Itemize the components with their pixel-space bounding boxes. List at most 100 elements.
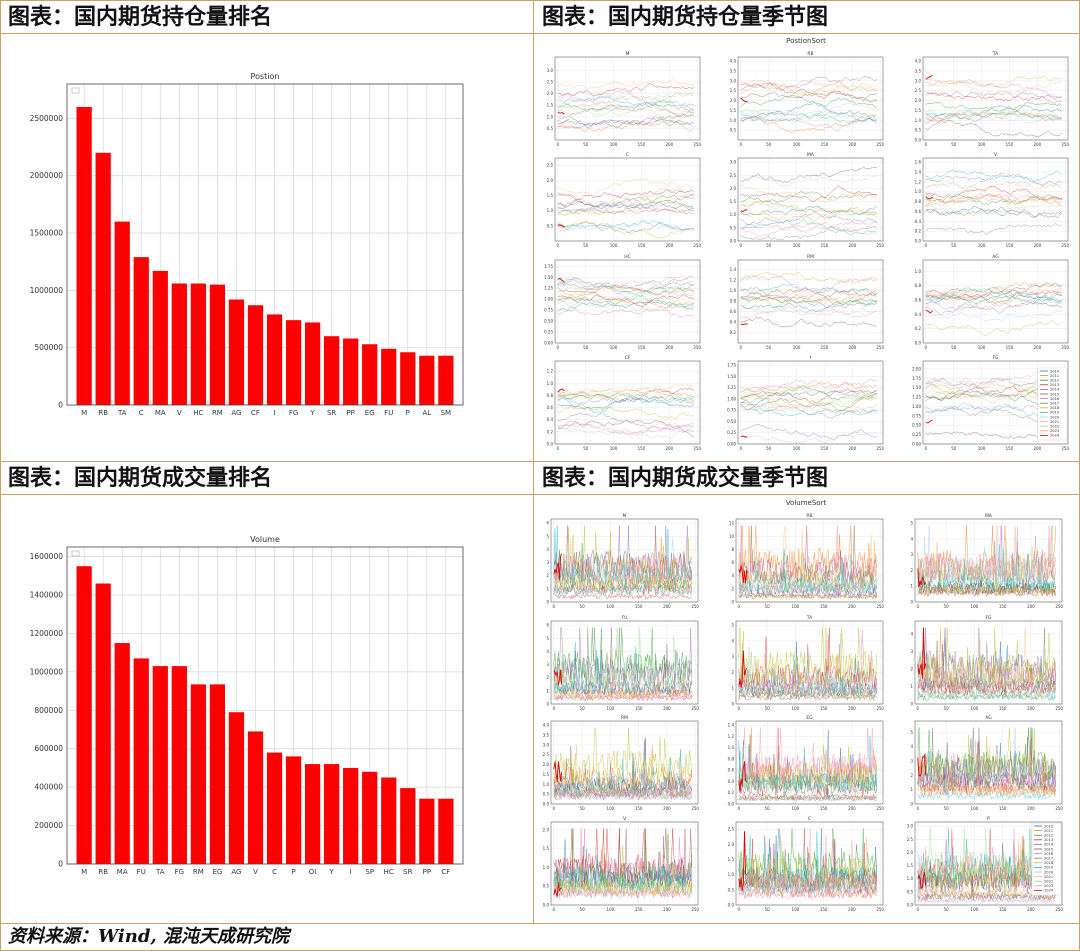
subplot-title: FG [992, 355, 999, 361]
series-line-2012 [917, 727, 1057, 783]
subplot-RM: RM 0.2 0.4 0.6 0.8 1.0 1.2 1.4 0 50 100 150 200 250 [730, 254, 885, 350]
y-tick-label: 1600000 [30, 552, 64, 561]
x-tick-label: 50 [765, 806, 771, 811]
y-tick-label: 1.00 [912, 404, 921, 409]
series-line-2018 [917, 727, 1056, 784]
x-tick-label: 0 [738, 604, 741, 609]
x-tick-label: 250 [1061, 142, 1069, 147]
series-line-2024 [740, 209, 748, 213]
x-tick-label: RB [98, 409, 108, 417]
y-tick-label: 2.0 [915, 98, 922, 103]
y-tick-label: 0.5 [730, 128, 737, 133]
series-line-2024 [738, 761, 748, 793]
x-tick-label: 0 [917, 907, 920, 912]
y-tick-label: 3.5 [730, 69, 737, 74]
series-line-2020 [553, 538, 693, 584]
x-tick-label: 100 [610, 446, 618, 451]
header-position-rank: 图表：国内期货持仓量排名 [8, 4, 273, 30]
y-tick-label: 2.5 [547, 80, 554, 85]
subplot-title: HC [624, 254, 631, 260]
series-line-2022 [553, 873, 692, 895]
bar-PP [419, 798, 435, 864]
bar-Y [324, 764, 340, 864]
bar-TA [152, 666, 168, 864]
y-tick-label: 1400000 [30, 591, 64, 600]
y-tick-label: 0.5 [728, 887, 735, 892]
series-line-2022 [738, 633, 878, 690]
y-tick-label: 1.2 [547, 369, 554, 374]
legend-label: 2020 [1050, 415, 1060, 419]
y-tick-label: 2.5 [728, 827, 735, 832]
y-tick-label: 1.0 [907, 876, 914, 881]
x-tick-label: C [139, 409, 144, 417]
series-line-2020 [557, 426, 695, 439]
series-line-2016 [740, 378, 877, 392]
y-tick-label: 3 [546, 560, 549, 565]
subplot-title: RB [806, 513, 812, 519]
x-tick-label: 250 [691, 806, 699, 811]
y-tick-label: 1.0 [915, 118, 922, 123]
x-tick-label: 100 [978, 243, 986, 248]
x-tick-label: HC [384, 868, 394, 876]
y-tick-label: 1.4 [915, 170, 922, 175]
bar-RB [95, 152, 111, 405]
y-tick-label: 0.5 [915, 128, 922, 133]
series-line-2013 [738, 779, 877, 801]
subplot-V: V 0.0 0.2 0.4 0.6 0.8 1.0 1.2 1.4 1.6 0 50 100 150 200… [915, 152, 1070, 248]
legend-label: 2014 [1050, 388, 1060, 392]
bar-AL [419, 355, 435, 405]
y-tick-label: 1 [910, 684, 913, 689]
series-line-2017 [557, 275, 695, 289]
y-tick-label: 0.75 [544, 308, 553, 313]
y-tick-label: 1.0 [915, 269, 922, 274]
x-tick-label: AG [231, 409, 241, 417]
y-tick-label: 0.6 [915, 209, 922, 214]
y-tick-label: 3 [910, 649, 913, 654]
series-line-2015 [925, 206, 1063, 218]
x-tick-label: 250 [876, 446, 884, 451]
series-line-2018 [740, 210, 877, 222]
series-line-2021 [917, 571, 1057, 597]
legend-label: 2010 [1044, 824, 1054, 828]
x-tick-label: 50 [583, 243, 589, 248]
bar-CF [247, 305, 264, 405]
series-line-2022 [738, 763, 878, 793]
series-line-2011 [740, 200, 877, 214]
subplot-CF: CF 0.0 0.2 0.4 0.6 0.8 1.0 1.2 0 50 100 150 200 250 [547, 355, 702, 451]
y-tick-label: 0 [910, 802, 913, 807]
x-tick-label: 0 [738, 706, 741, 711]
subplot-frame [735, 620, 884, 705]
y-tick-label: 0.6 [730, 309, 737, 314]
series-line-2019 [740, 284, 878, 298]
legend-label: 2021 [1044, 875, 1053, 879]
x-tick-label: 0 [917, 604, 920, 609]
x-tick-label: SR [403, 868, 412, 876]
y-tick-label: 600000 [34, 744, 63, 753]
x-tick-label: 0 [557, 345, 560, 350]
series-line-2019 [553, 749, 693, 796]
x-tick-label: 100 [607, 806, 615, 811]
x-tick-label: 100 [793, 243, 801, 248]
y-tick-label: 1.50 [727, 374, 736, 379]
bar-RB [95, 583, 111, 864]
series-line-2011 [917, 875, 1056, 900]
series-line-2016 [557, 306, 695, 319]
series-line-2018 [917, 572, 1057, 596]
series-line-2012 [740, 385, 878, 401]
bar-Y [304, 322, 321, 405]
bar-AG [228, 712, 245, 864]
x-tick-label: EG [365, 409, 375, 417]
subplot-title: C [626, 152, 629, 158]
x-tick-label: Y [309, 409, 315, 417]
y-tick-label: 0.50 [912, 423, 921, 428]
y-tick-label: 0 [58, 401, 63, 410]
x-tick-label: 250 [1061, 243, 1069, 248]
subplot-frame [735, 720, 884, 805]
series-line-2018 [557, 92, 694, 105]
x-tick-label: 200 [849, 243, 857, 248]
x-tick-label: 50 [765, 706, 771, 711]
y-tick-label: 0 [731, 702, 734, 707]
y-tick-label: 0.8 [547, 393, 554, 398]
series-line-2016 [925, 193, 1062, 203]
